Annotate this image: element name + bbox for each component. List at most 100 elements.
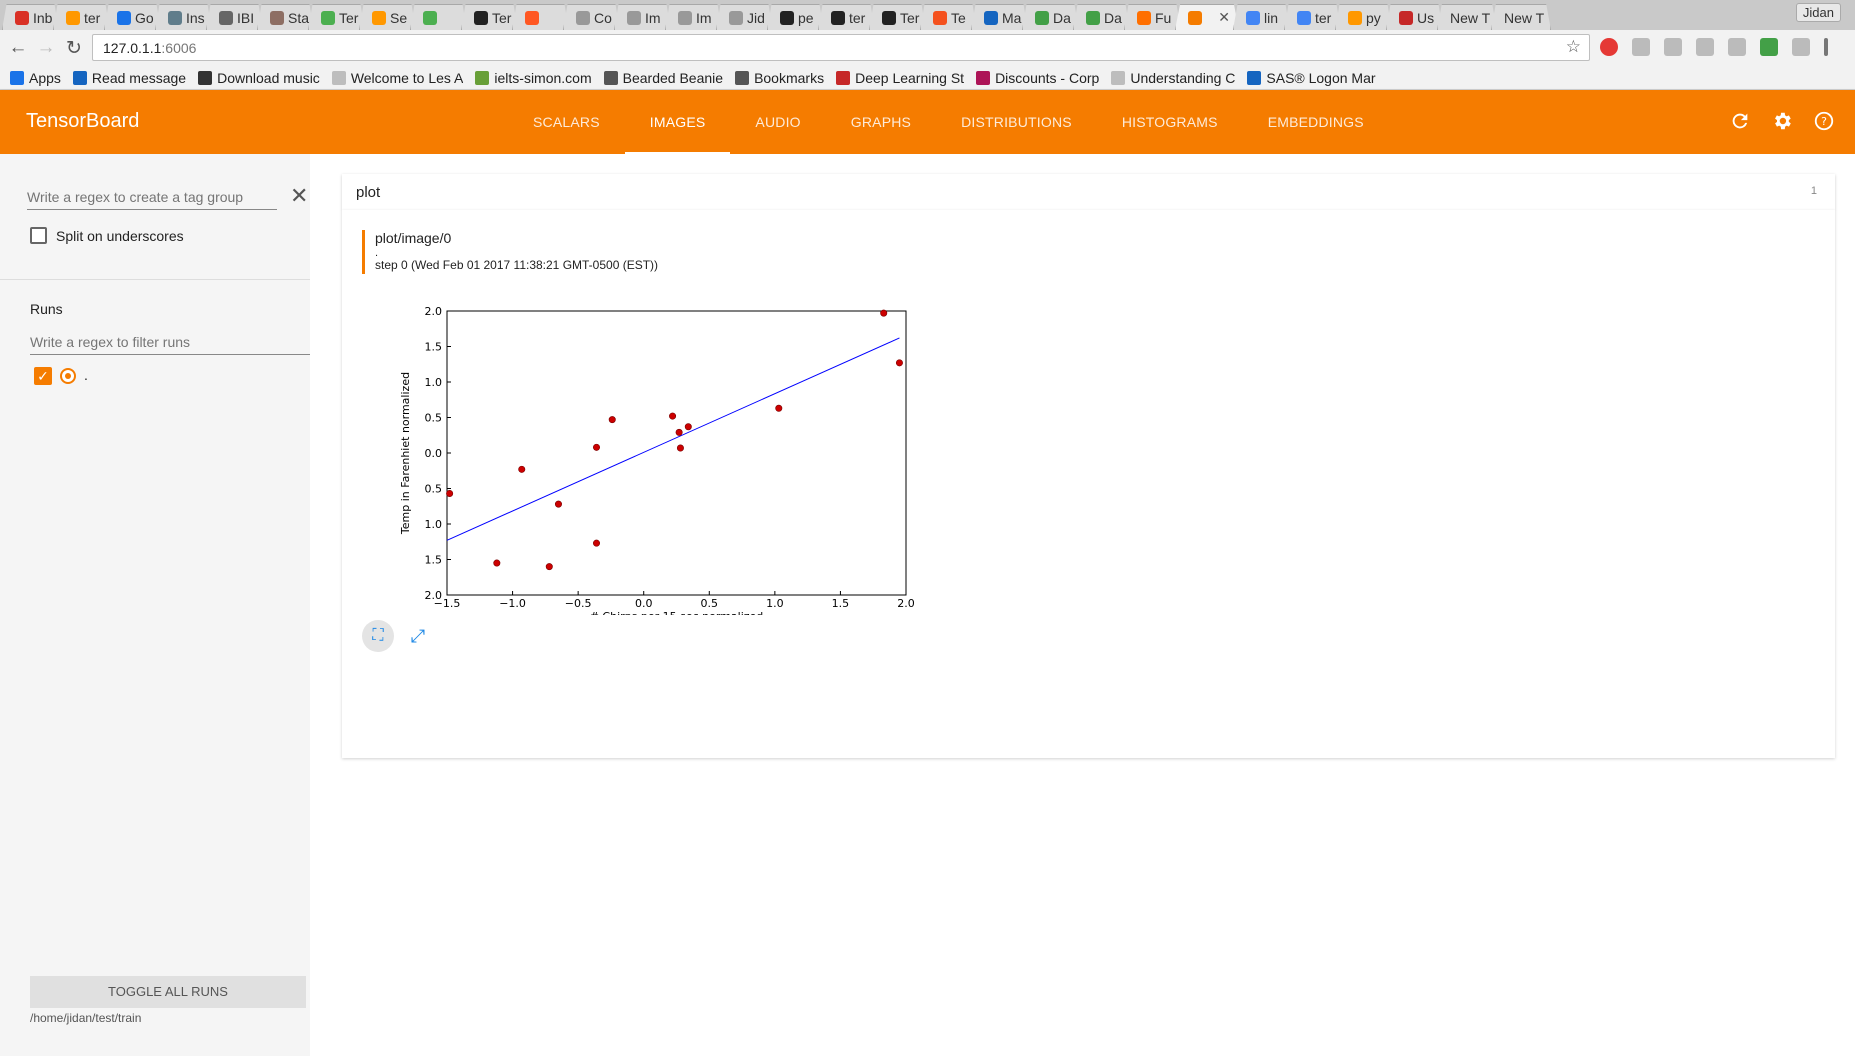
bookmark-item[interactable]: Bookmarks: [735, 70, 824, 86]
close-tab-icon[interactable]: ✕: [1218, 9, 1230, 25]
fit-image-icon[interactable]: ⤢: [410, 626, 426, 646]
tab-audio[interactable]: AUDIO: [755, 114, 801, 130]
bookmark-label: Download music: [217, 69, 320, 86]
clear-icon[interactable]: ✕: [290, 183, 309, 208]
bookmark-item[interactable]: Download music: [198, 70, 320, 86]
bookmark-item[interactable]: Apps: [10, 70, 61, 86]
extension-icon[interactable]: [1792, 38, 1810, 56]
browser-tab[interactable]: ter: [53, 4, 110, 30]
tab-images[interactable]: IMAGES: [624, 90, 731, 154]
run-checkbox[interactable]: ✓: [34, 367, 52, 385]
browser-tab[interactable]: [512, 4, 569, 30]
tab-favicon-icon: [882, 10, 896, 25]
browser-tab[interactable]: Ter: [869, 4, 926, 30]
x-tick-label: −1.5: [434, 597, 461, 610]
tab-label: Sta: [288, 9, 310, 26]
browser-tab[interactable]: Inb: [2, 4, 59, 30]
bookmark-item[interactable]: Discounts - Corp: [976, 70, 1099, 86]
extension-icon[interactable]: [1664, 38, 1682, 56]
browser-tab[interactable]: Co: [563, 4, 620, 30]
browser-tab[interactable]: New T: [1491, 4, 1551, 30]
expand-icon[interactable]: ⛶: [362, 620, 394, 652]
back-arrow-icon[interactable]: ←: [8, 37, 28, 58]
tab-favicon-icon: [15, 10, 29, 25]
tab-label: Da: [1104, 9, 1122, 26]
svg-text:?: ?: [1821, 115, 1827, 128]
browser-tab[interactable]: Fu: [1124, 4, 1181, 30]
browser-tab[interactable]: ter: [1284, 4, 1341, 30]
tab-favicon-icon: [1348, 10, 1362, 25]
extension-icon[interactable]: [1696, 38, 1714, 56]
data-point: [669, 412, 677, 420]
tab-label: Fu: [1155, 9, 1172, 26]
browser-tab[interactable]: Jid: [716, 4, 773, 30]
browser-tab[interactable]: Sta: [257, 4, 314, 30]
bookmark-star-icon[interactable]: ☆: [1565, 37, 1581, 56]
extension-icon[interactable]: [1760, 38, 1778, 56]
browser-tab[interactable]: Ter: [308, 4, 365, 30]
browser-tab[interactable]: Im: [665, 4, 722, 30]
bookmark-item[interactable]: Read message: [72, 70, 186, 86]
browser-tab[interactable]: pe: [767, 4, 824, 30]
bookmark-item[interactable]: Understanding C: [1111, 70, 1235, 86]
browser-tab[interactable]: New T: [1437, 4, 1497, 30]
runs-filter-input[interactable]: [30, 329, 310, 355]
tag-group-count: 1: [1810, 185, 1817, 197]
opera-extension-icon[interactable]: [1600, 38, 1618, 56]
browser-tab[interactable]: Ins: [155, 4, 212, 30]
tab-favicon-icon: [66, 10, 80, 25]
browser-tab[interactable]: Us: [1386, 4, 1443, 30]
tab-favicon-icon: [423, 10, 437, 25]
tab-favicon-icon: [984, 10, 998, 25]
split-underscores-label: Split on underscores: [56, 228, 184, 244]
browser-tab[interactable]: Da: [1022, 4, 1079, 30]
bookmark-item[interactable]: Welcome to Les A: [331, 70, 463, 86]
browser-tab[interactable]: Go: [104, 4, 161, 30]
tag-group-regex-input[interactable]: [27, 184, 277, 210]
browser-tab[interactable]: Te: [920, 4, 977, 30]
browser-tab[interactable]: Da: [1073, 4, 1130, 30]
browser-tab[interactable]: Ter: [461, 4, 518, 30]
runs-heading: Runs: [30, 301, 63, 317]
split-underscores-checkbox[interactable]: [30, 227, 47, 244]
bookmark-item[interactable]: ielts-simon.com: [475, 70, 592, 86]
tab-label: New T: [1504, 9, 1545, 26]
browser-tab[interactable]: Se: [359, 4, 416, 30]
browser-tab[interactable]: ter: [818, 4, 875, 30]
browser-tab[interactable]: Ma: [971, 4, 1028, 30]
browser-tab[interactable]: py: [1335, 4, 1392, 30]
bookmark-item[interactable]: SAS® Logon Mar: [1247, 70, 1376, 86]
gear-icon[interactable]: [1771, 110, 1793, 132]
tab-graphs[interactable]: GRAPHS: [850, 114, 912, 130]
browser-tab[interactable]: IBI: [206, 4, 263, 30]
scatter-plot: −1.5 −1.0 −0.5 0.0 0.5 1.0 1.5 2.0 2.0 1.5 1.0 0.5 0…: [399, 305, 915, 615]
image-card: plot/image/0 . step 0 (Wed Feb 01 2017 1…: [342, 210, 1835, 758]
tab-scalars[interactable]: SCALARS: [533, 114, 600, 130]
toggle-all-runs-button[interactable]: TOGGLE ALL RUNS: [30, 976, 306, 1008]
y-tick-label: 2.0: [425, 305, 443, 318]
address-bar[interactable]: 127.0.1.1:6006 ☆: [92, 34, 1590, 61]
y-tick-label: 0.0: [425, 447, 443, 460]
browser-tab-active[interactable]: ✕: [1175, 4, 1239, 30]
bookmark-item[interactable]: Bearded Beanie: [603, 70, 723, 86]
bookmark-item[interactable]: Deep Learning St: [836, 70, 964, 86]
extension-icon[interactable]: [1632, 38, 1650, 56]
run-color-radio[interactable]: [60, 368, 76, 384]
tab-embeddings[interactable]: EMBEDDINGS: [1267, 114, 1364, 130]
dashboard-tabs: SCALARS IMAGES AUDIO GRAPHS DISTRIBUTIONS HIS…: [508, 90, 1389, 154]
help-icon[interactable]: ?: [1813, 110, 1835, 132]
browser-tab[interactable]: Im: [614, 4, 671, 30]
cast-icon[interactable]: [1728, 38, 1746, 56]
tab-distributions[interactable]: DISTRIBUTIONS: [961, 114, 1072, 130]
browser-user-chip[interactable]: Jidan: [1795, 3, 1841, 22]
tag-group-header[interactable]: plot 1: [342, 174, 1835, 210]
browser-tab[interactable]: lin: [1233, 4, 1290, 30]
tab-favicon-icon: [1399, 10, 1413, 25]
browser-tab[interactable]: [410, 4, 467, 30]
forward-arrow-icon[interactable]: →: [36, 37, 56, 58]
tab-histograms[interactable]: HISTOGRAMS: [1121, 114, 1218, 130]
reload-icon[interactable]: [1729, 110, 1751, 132]
reload-icon[interactable]: ↻: [66, 37, 82, 59]
tab-favicon-icon: [933, 10, 947, 25]
menu-dots-icon[interactable]: [1824, 38, 1828, 56]
